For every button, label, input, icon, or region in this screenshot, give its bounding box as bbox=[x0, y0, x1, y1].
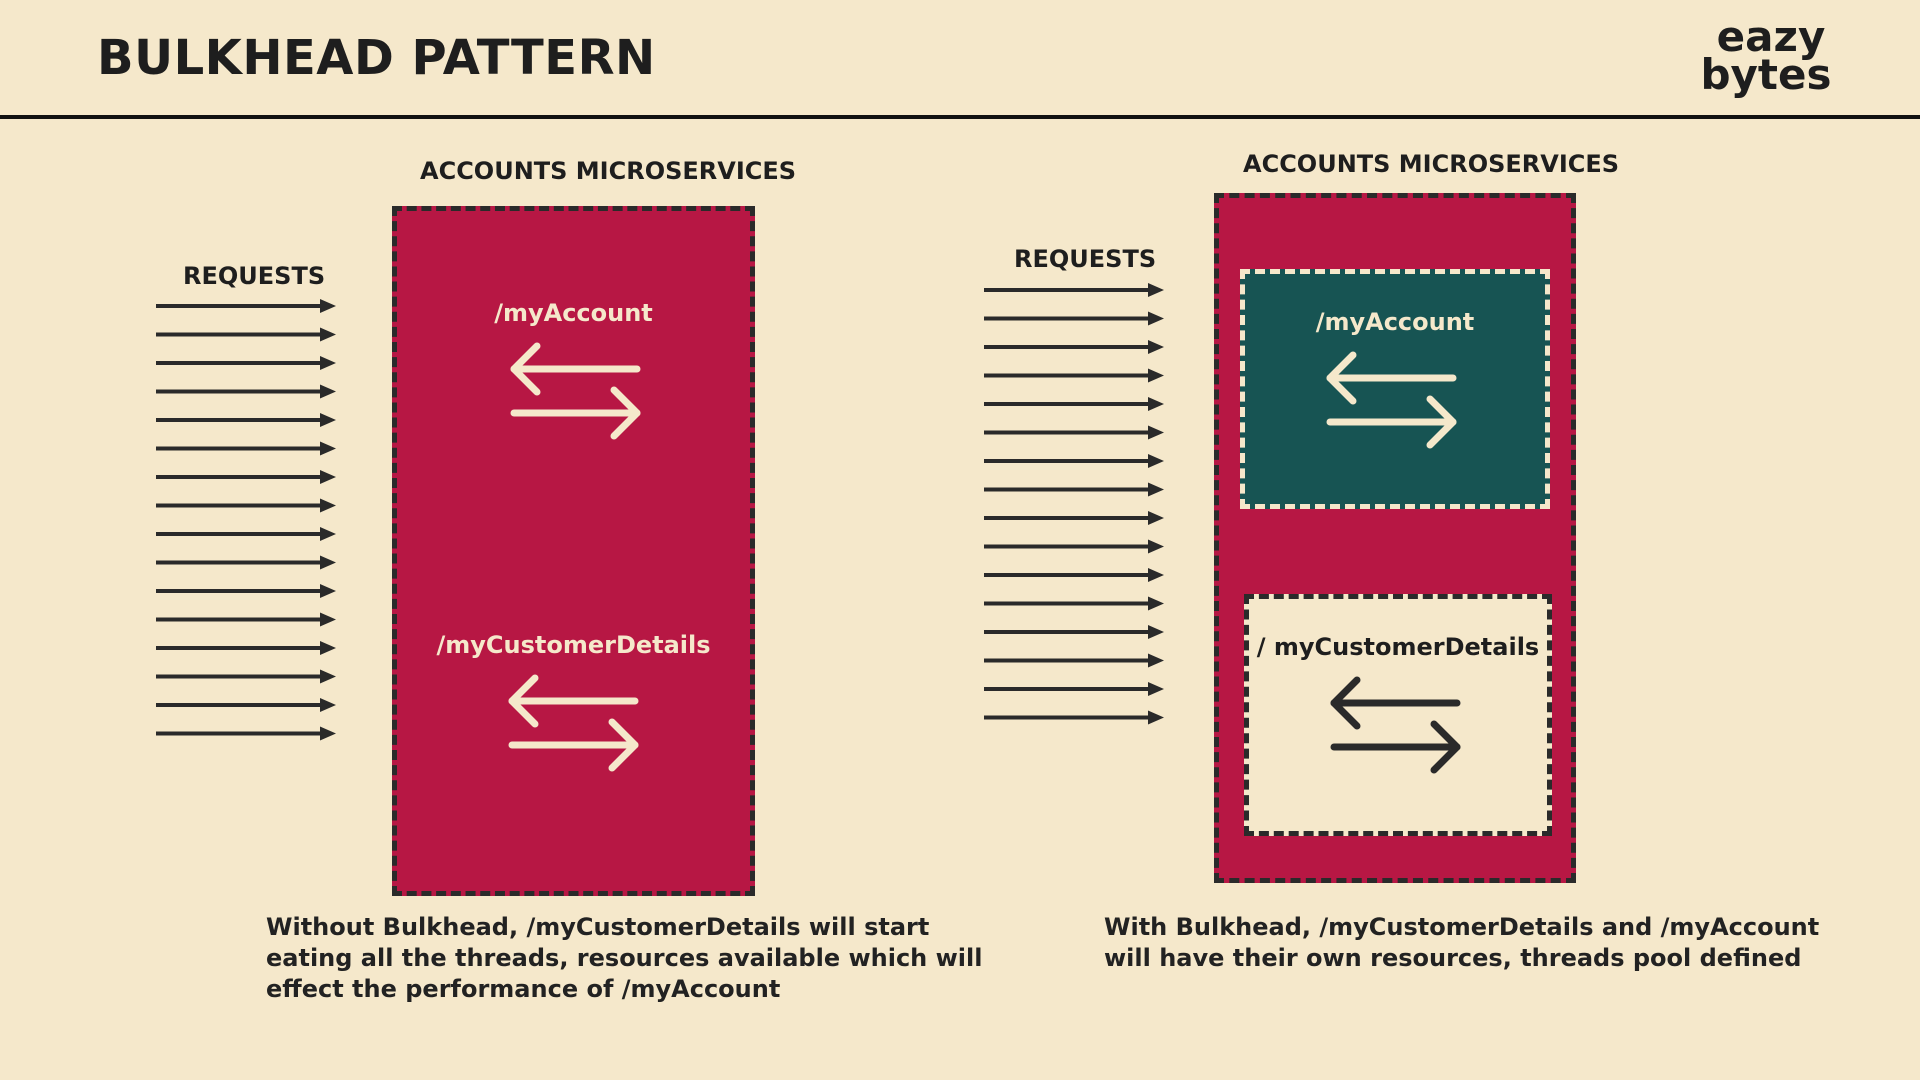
request-arrow bbox=[984, 653, 1164, 668]
request-arrow bbox=[156, 470, 336, 484]
request-arrow bbox=[156, 327, 336, 342]
request-arrow bbox=[156, 669, 336, 684]
request-arrow bbox=[156, 498, 336, 513]
request-arrow bbox=[156, 527, 336, 541]
right-request-arrows bbox=[978, 280, 1178, 730]
request-arrow bbox=[984, 340, 1164, 354]
right-caption: With Bulkhead, /myCustomerDetails and /m… bbox=[1104, 913, 1820, 972]
left-service-label: ACCOUNTS MICROSERVICES bbox=[420, 157, 797, 185]
request-arrow bbox=[984, 311, 1164, 326]
right-service-box: /myAccount / myCustomerDetails bbox=[1214, 193, 1576, 883]
request-arrow bbox=[156, 441, 336, 456]
request-arrow bbox=[156, 726, 336, 741]
left-request-arrows bbox=[150, 296, 350, 746]
request-arrows-svg bbox=[156, 299, 336, 741]
right-myaccount-bulkhead: /myAccount bbox=[1240, 269, 1550, 509]
right-mycustomerdetails-swap-icon bbox=[1330, 676, 1461, 774]
brand-logo: eazy bytes bbox=[1666, 12, 1866, 99]
left-requests-label: REQUESTS bbox=[183, 262, 326, 290]
right-endpoint-myaccount-label: /myAccount bbox=[1315, 308, 1475, 336]
header-divider bbox=[0, 115, 1920, 119]
right-myaccount-swap-icon bbox=[1326, 351, 1457, 449]
left-endpoint-myaccount-label: /myAccount bbox=[494, 299, 653, 327]
left-endpoint-mycustomerdetails-label: /myCustomerDetails bbox=[436, 631, 711, 659]
request-arrow bbox=[984, 682, 1164, 696]
request-arrow bbox=[156, 356, 336, 370]
logo-line-eazy: eazy bbox=[1716, 12, 1826, 61]
left-myaccount-swap-icon bbox=[510, 342, 641, 440]
request-arrow bbox=[984, 596, 1164, 611]
request-arrow bbox=[156, 584, 336, 598]
right-endpoint-mycustomerdetails-label: / myCustomerDetails bbox=[1256, 633, 1540, 661]
request-arrow bbox=[156, 612, 336, 627]
request-arrow bbox=[156, 641, 336, 655]
left-mycustomerdetails-swap-icon bbox=[508, 674, 639, 772]
right-requests-label: REQUESTS bbox=[1014, 245, 1157, 273]
request-arrow bbox=[984, 397, 1164, 411]
request-arrow bbox=[984, 454, 1164, 468]
right-service-label: ACCOUNTS MICROSERVICES bbox=[1243, 150, 1620, 178]
request-arrow bbox=[984, 482, 1164, 497]
request-arrow bbox=[984, 425, 1164, 440]
left-caption: Without Bulkhead, /myCustomerDetails wil… bbox=[266, 913, 983, 1003]
request-arrow bbox=[156, 698, 336, 712]
request-arrow bbox=[156, 555, 336, 570]
request-arrow bbox=[156, 413, 336, 427]
request-arrow bbox=[984, 368, 1164, 383]
right-mycustomerdetails-bulkhead: / myCustomerDetails bbox=[1244, 594, 1552, 836]
logo-line-bytes: bytes bbox=[1700, 50, 1832, 99]
request-arrow bbox=[156, 384, 336, 399]
request-arrow bbox=[984, 625, 1164, 639]
request-arrow bbox=[984, 283, 1164, 297]
request-arrow bbox=[984, 539, 1164, 554]
request-arrow bbox=[984, 568, 1164, 582]
request-arrows-svg bbox=[984, 283, 1164, 725]
request-arrow bbox=[984, 710, 1164, 725]
request-arrow bbox=[984, 511, 1164, 525]
request-arrow bbox=[156, 299, 336, 313]
left-service-box: /myAccount /myCustomerDetails bbox=[392, 206, 755, 896]
page-title: BULKHEAD PATTERN bbox=[97, 30, 656, 86]
